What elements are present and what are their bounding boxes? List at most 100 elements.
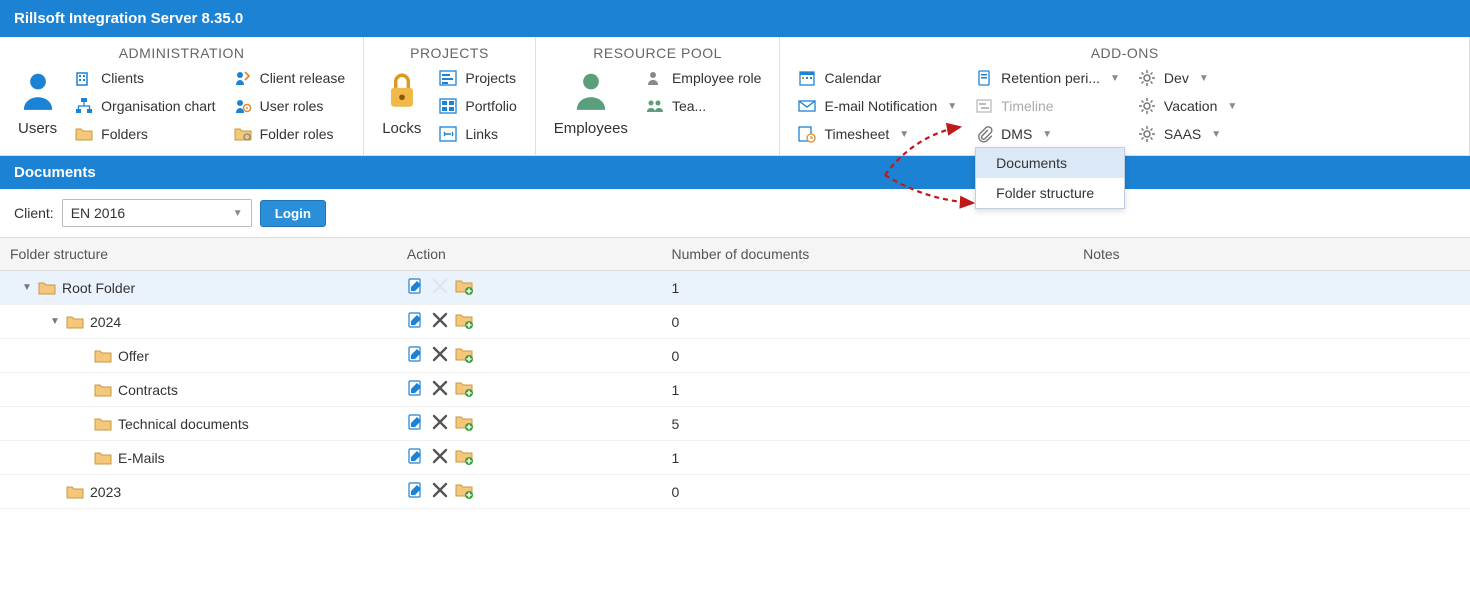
- saas-button[interactable]: SAAS ▼: [1138, 125, 1237, 143]
- add-subfolder-button[interactable]: [455, 413, 473, 434]
- delete-button[interactable]: [431, 481, 449, 502]
- delete-button[interactable]: [431, 413, 449, 434]
- timesheet-button[interactable]: Timesheet ▼: [798, 125, 957, 143]
- table-row[interactable]: Technical documents5: [0, 407, 1470, 441]
- gear-icon: [1138, 125, 1156, 143]
- projects-button[interactable]: Projects: [439, 69, 516, 87]
- team-icon: [646, 97, 664, 115]
- tea-label: Tea...: [672, 98, 706, 114]
- edit-button[interactable]: [407, 345, 425, 366]
- folders-button[interactable]: Folders: [75, 125, 215, 143]
- expand-caret[interactable]: ▼: [50, 316, 60, 327]
- edit-button[interactable]: [407, 277, 425, 298]
- folder-name: 2024: [90, 314, 121, 330]
- add-subfolder-button[interactable]: [455, 277, 473, 298]
- dev-label: Dev: [1164, 70, 1189, 86]
- section-title: Documents: [14, 164, 96, 181]
- retention-button[interactable]: Retention peri... ▼: [975, 69, 1120, 87]
- links-button[interactable]: Links: [439, 125, 516, 143]
- expand-caret[interactable]: ▼: [22, 282, 32, 293]
- user-roles-button[interactable]: User roles: [234, 97, 346, 115]
- portfolio-button[interactable]: Portfolio: [439, 97, 516, 115]
- dropdown-folder-structure-label: Folder structure: [996, 185, 1094, 201]
- folder-icon: [38, 279, 56, 297]
- dev-button[interactable]: Dev ▼: [1138, 69, 1237, 87]
- client-release-button[interactable]: Client release: [234, 69, 346, 87]
- col-action[interactable]: Action: [397, 238, 662, 271]
- ribbon-group-administration: ADMINISTRATION Users Clients Organisatio…: [0, 37, 364, 155]
- table-row[interactable]: ▼ 2024 0: [0, 305, 1470, 339]
- folder-name: Technical documents: [118, 416, 249, 432]
- clients-button[interactable]: Clients: [75, 69, 215, 87]
- folder-icon: [94, 347, 112, 365]
- ribbon-group-projects: PROJECTS Locks Projects Portfolio Links: [364, 37, 536, 155]
- delete-button[interactable]: [431, 447, 449, 468]
- dropdown-item-folder-structure[interactable]: Folder structure: [976, 178, 1124, 208]
- dropdown-documents-label: Documents: [996, 155, 1067, 171]
- email-notification-label: E-mail Notification: [824, 98, 937, 114]
- dms-button[interactable]: DMS ▼: [975, 125, 1120, 143]
- dropdown-item-documents[interactable]: Documents: [976, 148, 1124, 178]
- chevron-down-icon: ▼: [1110, 73, 1120, 84]
- gear-icon: [1138, 97, 1156, 115]
- add-subfolder-button[interactable]: [455, 311, 473, 332]
- client-release-icon: [234, 69, 252, 87]
- locks-button[interactable]: Locks: [382, 69, 421, 137]
- tea-button[interactable]: Tea...: [646, 97, 762, 115]
- user-roles-label: User roles: [260, 98, 324, 114]
- employee-role-button[interactable]: Employee role: [646, 69, 762, 87]
- employee-role-icon: [646, 69, 664, 87]
- edit-button[interactable]: [407, 379, 425, 400]
- edit-button[interactable]: [407, 311, 425, 332]
- edit-button[interactable]: [407, 413, 425, 434]
- login-button[interactable]: Login: [260, 200, 326, 227]
- email-notification-button[interactable]: E-mail Notification ▼: [798, 97, 957, 115]
- login-label: Login: [275, 206, 311, 221]
- folder-name: Offer: [118, 348, 149, 364]
- title-bar: Rillsoft Integration Server 8.35.0: [0, 0, 1470, 37]
- locks-label: Locks: [382, 120, 421, 137]
- ribbon: ADMINISTRATION Users Clients Organisatio…: [0, 37, 1470, 156]
- chevron-down-icon: ▼: [1199, 73, 1209, 84]
- add-subfolder-button[interactable]: [455, 481, 473, 502]
- edit-button[interactable]: [407, 447, 425, 468]
- table-row[interactable]: 20230: [0, 475, 1470, 509]
- add-subfolder-button[interactable]: [455, 379, 473, 400]
- add-subfolder-button[interactable]: [455, 447, 473, 468]
- toolbar: Client: EN 2016 ▼ Login: [0, 189, 1470, 237]
- table-row[interactable]: E-Mails1: [0, 441, 1470, 475]
- client-release-label: Client release: [260, 70, 346, 86]
- delete-button[interactable]: [431, 311, 449, 332]
- col-folder-structure[interactable]: Folder structure: [0, 238, 397, 271]
- edit-button[interactable]: [407, 481, 425, 502]
- delete-button[interactable]: [431, 379, 449, 400]
- vacation-button[interactable]: Vacation ▼: [1138, 97, 1237, 115]
- col-notes[interactable]: Notes: [1073, 238, 1470, 271]
- portfolio-icon: [439, 97, 457, 115]
- group-title-projects: PROJECTS: [382, 45, 517, 61]
- notes-cell: [1073, 305, 1470, 339]
- group-title-resource-pool: RESOURCE POOL: [554, 45, 762, 61]
- clients-label: Clients: [101, 70, 144, 86]
- client-label: Client:: [14, 205, 54, 221]
- table-row[interactable]: Contracts1: [0, 373, 1470, 407]
- delete-button[interactable]: [431, 345, 449, 366]
- doc-count: 1: [661, 373, 1073, 407]
- org-chart-button[interactable]: Organisation chart: [75, 97, 215, 115]
- timeline-label: Timeline: [1001, 98, 1053, 114]
- users-button[interactable]: Users: [18, 69, 57, 137]
- col-num-documents[interactable]: Number of documents: [661, 238, 1073, 271]
- client-select[interactable]: EN 2016 ▼: [62, 199, 252, 227]
- calendar-button[interactable]: Calendar: [798, 69, 957, 87]
- folder-roles-button[interactable]: Folder roles: [234, 125, 346, 143]
- timeline-button: Timeline: [975, 97, 1120, 115]
- projects-icon: [439, 69, 457, 87]
- employees-button[interactable]: Employees: [554, 69, 628, 137]
- doc-count: 0: [661, 305, 1073, 339]
- group-title-administration: ADMINISTRATION: [18, 45, 345, 61]
- table-row[interactable]: Offer0: [0, 339, 1470, 373]
- add-subfolder-button[interactable]: [455, 345, 473, 366]
- table-row[interactable]: ▼Root Folder1: [0, 271, 1470, 305]
- gear-icon: [1138, 69, 1156, 87]
- org-chart-label: Organisation chart: [101, 98, 215, 114]
